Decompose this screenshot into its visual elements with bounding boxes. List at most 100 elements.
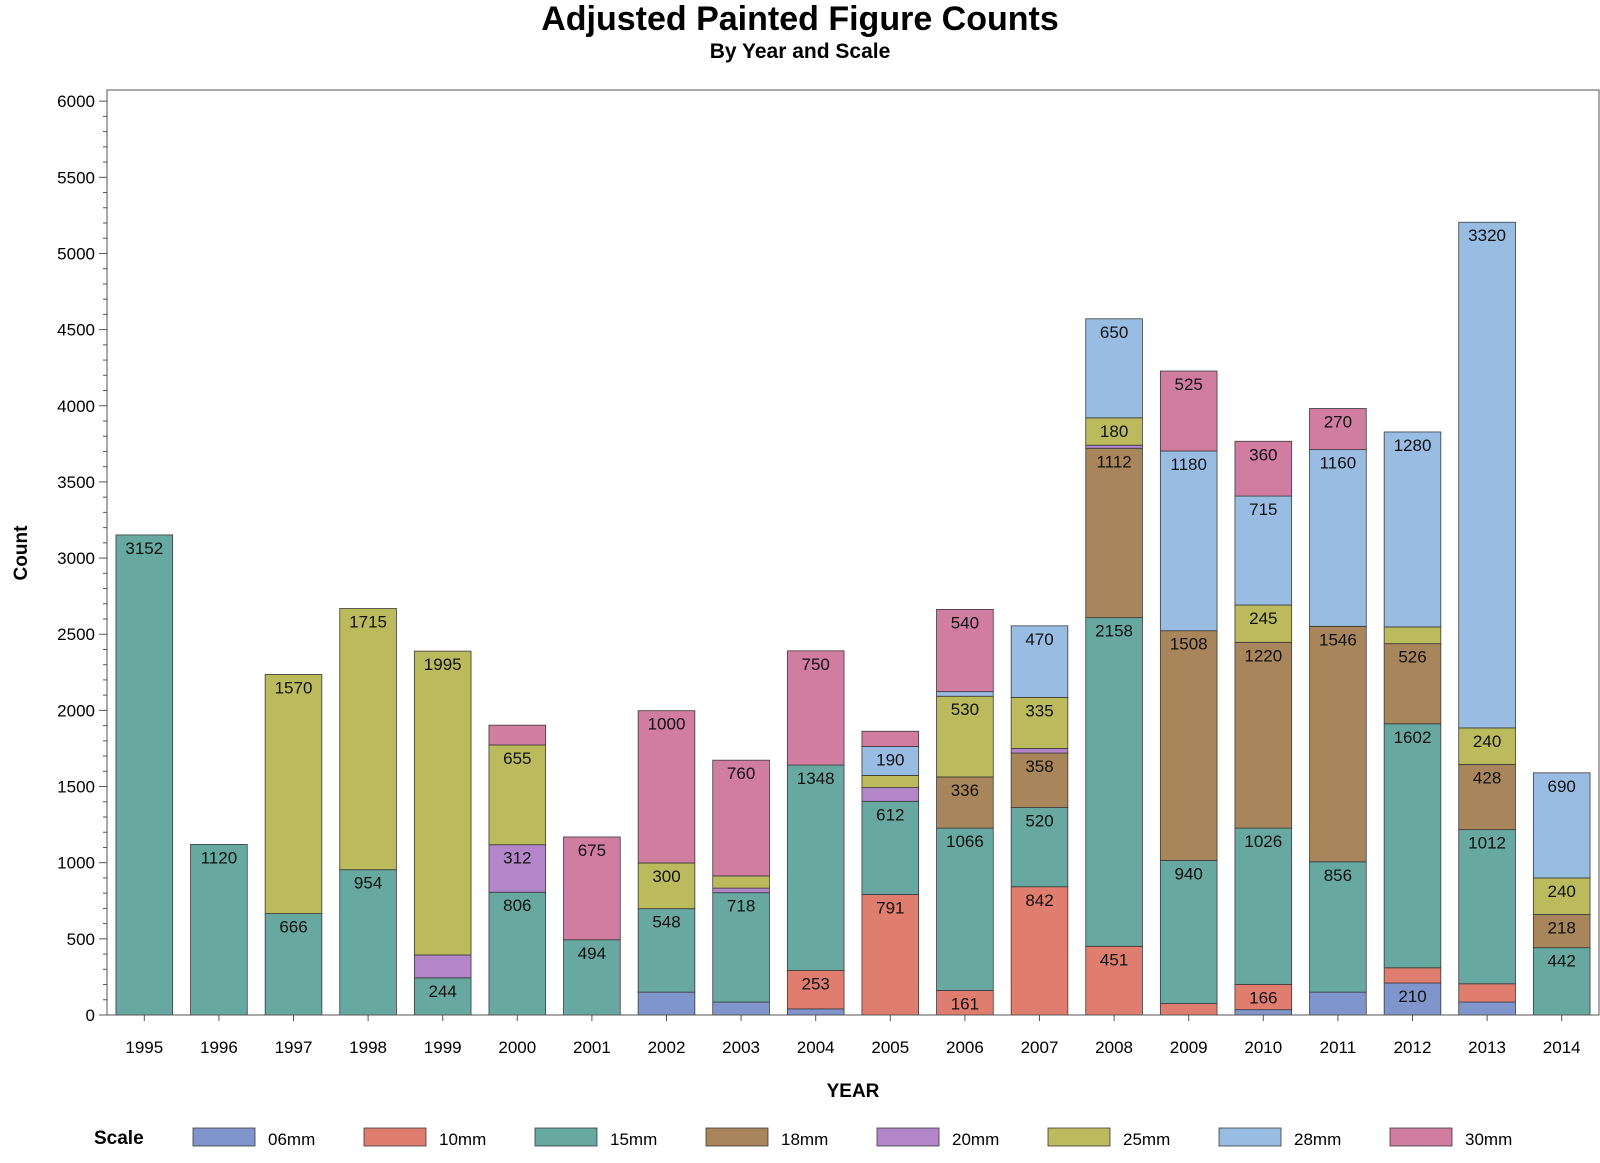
bar-segment-30mm-2003	[712, 759, 770, 877]
bar-segment-10mm-2013	[1458, 983, 1516, 1003]
legend-swatch-10mm	[363, 1127, 427, 1147]
data-label: 1995	[424, 655, 462, 674]
bar-segment-15mm-2011	[1309, 861, 1367, 993]
bar-segment-28mm-2005	[861, 746, 920, 776]
bar-segment-15mm-2004	[786, 764, 845, 971]
axis-ticks-layer: 0 500 1000 1500 2000 2500 3000 3500 4000 4500 5000…	[57, 92, 1580, 1057]
data-label: 1000	[648, 715, 686, 734]
y-tick-label: 4500	[57, 321, 95, 340]
data-label: 1280	[1394, 436, 1432, 455]
bar-segment-10mm-2005	[861, 894, 920, 1016]
bar-segment-06mm-2010	[1234, 1009, 1293, 1016]
bar-segment-15mm-1998	[339, 869, 397, 1016]
bar-segment-25mm-2012	[1383, 626, 1442, 645]
legend-label-25mm: 25mm	[1123, 1130, 1170, 1149]
data-label: 1120	[201, 848, 238, 867]
bar-segment-28mm-2014	[1532, 772, 1591, 879]
bar-segment-25mm-1998	[339, 608, 397, 871]
bar-segment-20mm-2003	[712, 887, 770, 894]
data-label: 1066	[946, 832, 984, 851]
x-tick-label: 2000	[498, 1038, 536, 1057]
legend-label-10mm: 10mm	[439, 1130, 486, 1149]
data-label: 335	[1025, 701, 1053, 720]
legend-swatch-18mm	[705, 1127, 769, 1147]
data-label: 760	[727, 764, 755, 783]
data-label: 190	[876, 750, 904, 769]
x-tick-label: 1997	[275, 1038, 313, 1057]
data-label: 791	[876, 899, 904, 918]
data-label: 180	[1100, 422, 1128, 441]
bar-segment-10mm-2009	[1159, 1003, 1218, 1016]
data-label: 520	[1025, 812, 1053, 831]
bar-segment-28mm-2008	[1085, 318, 1143, 419]
bar-segment-30mm-2000	[488, 724, 547, 746]
x-tick-label: 1996	[200, 1038, 238, 1057]
x-axis-title: YEAR	[827, 1081, 880, 1102]
x-tick-label: 2003	[722, 1038, 760, 1057]
bar-segment-30mm-2004	[786, 650, 845, 766]
bar-segment-28mm-2013	[1458, 221, 1516, 729]
x-tick-label: 2008	[1095, 1038, 1133, 1057]
bar-segment-15mm-2013	[1458, 829, 1516, 985]
y-tick-label: 6000	[57, 92, 95, 111]
data-label: 715	[1249, 500, 1277, 519]
data-label: 1715	[349, 612, 387, 631]
data-label: 806	[503, 896, 531, 915]
data-label: 3320	[1468, 226, 1506, 245]
data-label: 1508	[1170, 635, 1208, 654]
x-tick-label: 2006	[946, 1038, 984, 1057]
data-label: 336	[951, 781, 979, 800]
data-label: 1012	[1468, 834, 1506, 853]
legend-label-06mm: 06mm	[268, 1130, 315, 1149]
bar-segment-30mm-2001	[563, 836, 621, 941]
data-label: 1348	[797, 769, 835, 788]
data-label: 494	[578, 944, 606, 963]
data-label: 650	[1100, 323, 1128, 342]
bar-segment-28mm-2011	[1309, 449, 1367, 627]
y-tick-label: 2000	[57, 701, 95, 720]
bar-segment-15mm-2010	[1234, 827, 1293, 985]
y-tick-label: 5500	[57, 168, 95, 187]
bar-segment-20mm-2008	[1085, 444, 1143, 449]
data-label: 1026	[1244, 832, 1282, 851]
data-label: 3152	[125, 539, 163, 558]
bar-segment-15mm-1995	[115, 534, 174, 1016]
y-tick-label: 0	[86, 1006, 95, 1025]
data-label: 655	[503, 749, 531, 768]
data-label: 940	[1175, 864, 1203, 883]
data-label: 312	[503, 849, 531, 868]
bar-segment-06mm-2004	[786, 1008, 845, 1016]
y-tick-label: 3500	[57, 473, 95, 492]
x-tick-label: 2004	[797, 1038, 835, 1057]
bar-segment-18mm-2009	[1159, 630, 1218, 861]
bar-segment-20mm-2007	[1010, 748, 1069, 754]
bar-segment-15mm-2007	[1010, 807, 1069, 888]
bar-segment-15mm-2000	[488, 891, 547, 1016]
x-tick-label: 2009	[1170, 1038, 1208, 1057]
data-label: 1112	[1096, 452, 1131, 471]
bar-segment-20mm-2005	[861, 787, 920, 802]
bar-segment-15mm-2009	[1159, 860, 1218, 1004]
data-label: 954	[354, 874, 382, 893]
data-label: 1180	[1170, 455, 1207, 474]
bar-segment-18mm-2010	[1234, 641, 1293, 829]
legend-swatch-28mm	[1218, 1127, 1282, 1147]
bar-segment-30mm-2011	[1309, 408, 1367, 451]
bar-segment-25mm-2006	[936, 695, 994, 778]
legend-label-15mm: 15mm	[610, 1130, 657, 1149]
data-label: 530	[951, 700, 979, 719]
bar-segment-06mm-2011	[1309, 991, 1367, 1016]
y-tick-label: 1500	[57, 778, 95, 797]
plot-frame	[106, 89, 1600, 1016]
data-label: 718	[727, 897, 755, 916]
data-label: 1160	[1320, 454, 1357, 473]
data-label: 2158	[1095, 622, 1133, 641]
bar-segment-25mm-2013	[1458, 727, 1516, 765]
y-tick-label: 5000	[57, 244, 95, 263]
bar-segment-20mm-1999	[413, 954, 472, 979]
y-tick-label: 4000	[57, 397, 95, 416]
data-label: 526	[1398, 648, 1426, 667]
bar-segment-25mm-2010	[1234, 604, 1293, 643]
data-label: 1546	[1319, 630, 1357, 649]
